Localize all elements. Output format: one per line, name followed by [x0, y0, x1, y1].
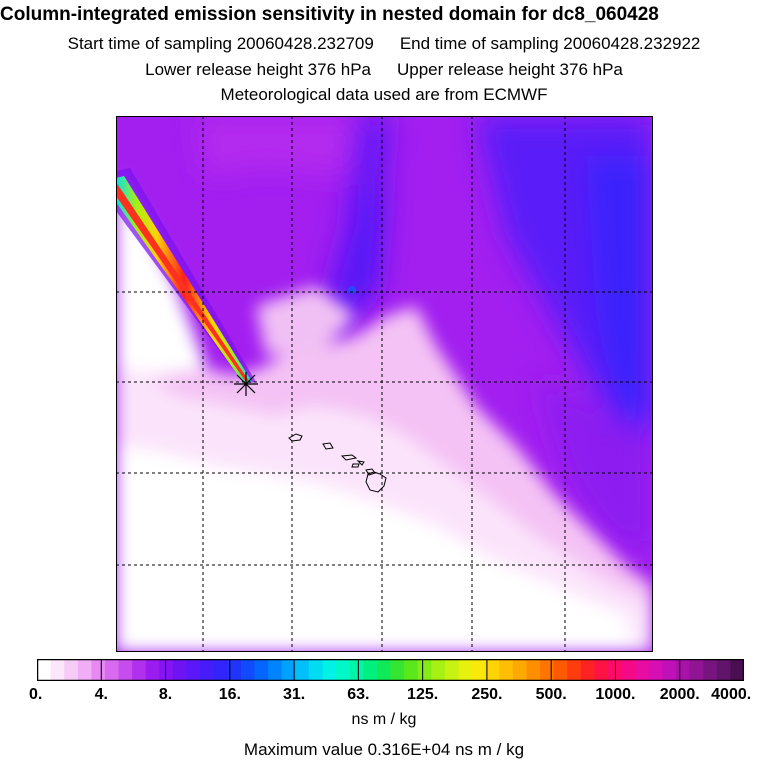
colorbar-swatch: [417, 659, 432, 681]
high-sensitivity-regions: [196, 116, 653, 556]
colorbar-label: 2000.: [659, 686, 700, 703]
colorbar-swatch: [703, 659, 718, 681]
colorbar: [37, 659, 744, 681]
colorbar-swatch: [404, 659, 419, 681]
colorbar-label: 4000.: [711, 686, 752, 703]
colorbar-swatch: [730, 659, 744, 681]
sensitivity-map: [116, 116, 653, 652]
start-time: Start time of sampling 20060428.232709: [67, 34, 374, 53]
colorbar-swatch: [458, 659, 473, 681]
met-data-source: Meteorological data used are from ECMWF: [220, 85, 548, 104]
colorbar-swatch: [227, 659, 242, 681]
colorbar-swatch: [444, 659, 460, 681]
colorbar-swatch: [512, 659, 528, 681]
colorbar-swatch: [390, 659, 405, 681]
colorbar-swatch: [254, 659, 269, 681]
colorbar-swatch: [336, 659, 351, 681]
colorbar-swatch: [567, 659, 582, 681]
colorbar-swatch: [499, 659, 514, 681]
grid-lines: [116, 116, 653, 652]
colorbar-swatch: [540, 659, 555, 681]
sampling-times: Start time of sampling 20060428.232709 En…: [0, 34, 768, 54]
colorbar-labels: 0. 4. 8. 16. 31. 63. 125. 250. 500. 1000. 2000. 400…: [0, 686, 768, 708]
colorbar-swatch: [186, 659, 201, 681]
colorbar-swatch: [594, 659, 609, 681]
colorbar-swatch: [281, 659, 296, 681]
colorbar-frame: [37, 659, 744, 681]
colorbar-swatch: [268, 659, 283, 681]
colorbar-swatch: [526, 659, 541, 681]
colorbar-swatch: [200, 659, 215, 681]
colorbar-label: 500.: [535, 686, 567, 703]
colorbar-label: 31.: [282, 686, 306, 703]
colorbar-label: 16.: [218, 686, 241, 703]
map-title: Column-integrated emission sensitivity i…: [0, 4, 659, 25]
colorbar-label: 250.: [471, 686, 503, 703]
colorbar-swatch: [322, 659, 337, 681]
colorbar-swatch: [349, 659, 364, 681]
emission-plume: [116, 168, 256, 384]
colorbar-swatch: [132, 659, 147, 681]
colorbar-label: 4.: [94, 686, 108, 703]
hawaiian-islands-coastline: [288, 433, 387, 493]
blue-hotspot: [348, 286, 356, 294]
colorbar-swatch: [213, 659, 228, 681]
upper-release-height: Upper release height 376 hPa: [397, 60, 623, 79]
colorbar-swatch: [431, 659, 446, 681]
colorbar-swatch: [472, 659, 487, 681]
colorbar-swatch: [485, 659, 500, 681]
colorbar-label: 0.: [28, 686, 43, 703]
map-frame: [116, 116, 653, 652]
colorbar-swatch: [308, 659, 324, 681]
colorbar-swatch: [621, 659, 636, 681]
colorbar-swatch: [145, 659, 160, 681]
star-release-marker-icon: [234, 372, 258, 396]
colorbar-label: 63.: [347, 686, 370, 703]
end-time: End time of sampling 20060428.232922: [399, 34, 701, 53]
colorbar-label: 125.: [407, 686, 439, 703]
colorbar-swatch: [580, 659, 596, 681]
colorbar-label: 8.: [158, 686, 173, 703]
colorbar-swatch: [363, 659, 378, 681]
lower-release-height: Lower release height 376 hPa: [145, 60, 371, 79]
colorbar-swatch: [118, 659, 133, 681]
low-sensitivity-regions: [116, 176, 653, 652]
colorbar-swatch: [104, 659, 120, 681]
colorbar-swatch: [159, 659, 174, 681]
colorbar-swatch: [662, 659, 677, 681]
colorbar-swatch: [648, 659, 664, 681]
colorbar-swatch: [172, 659, 188, 681]
colorbar-swatch: [635, 659, 650, 681]
colorbar-swatch: [240, 659, 256, 681]
colorbar-swatch: [37, 659, 52, 681]
maximum-value: Maximum value 0.316E+04 ns m / kg: [243, 740, 525, 759]
colorbar-swatch: [295, 659, 310, 681]
colorbar-swatch: [676, 659, 691, 681]
colorbar-swatch: [50, 659, 65, 681]
colorbar-units: ns m / kg: [351, 711, 417, 728]
colorbar-swatch: [64, 659, 79, 681]
colorbar-swatch: [716, 659, 732, 681]
colorbar-swatch: [689, 659, 704, 681]
release-heights: Lower release height 376 hPa Upper releas…: [0, 60, 768, 80]
colorbar-swatch: [376, 659, 392, 681]
colorbar-swatch: [77, 659, 92, 681]
colorbar-swatch: [91, 659, 106, 681]
colorbar-label: 1000.: [595, 686, 636, 703]
colorbar-swatch: [553, 659, 568, 681]
